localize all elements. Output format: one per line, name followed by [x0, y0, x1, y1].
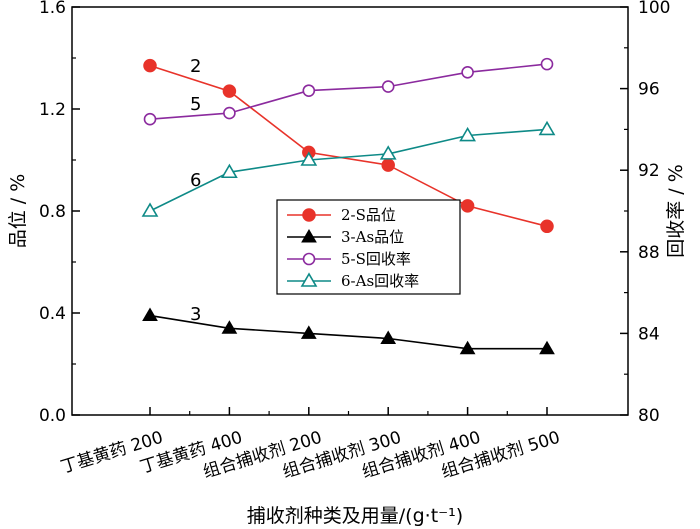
data-point-3	[221, 320, 238, 334]
series-number-label: 2	[190, 56, 201, 77]
left-tick-label: 1.2	[39, 100, 66, 120]
right-tick-label: 96	[638, 80, 660, 100]
series-number-label: 6	[190, 170, 201, 191]
legend-entry: 3-As品位	[341, 228, 404, 246]
data-point-5	[302, 84, 316, 97]
x-axis-title: 捕收剂种类及用量/(g·t⁻¹)	[247, 505, 463, 527]
legend-marker	[302, 252, 316, 266]
data-point-6	[221, 163, 238, 179]
left-axis-title: 品位 / %	[7, 174, 29, 249]
series-6	[141, 120, 556, 217]
data-point-2	[540, 219, 554, 234]
data-point-6	[379, 145, 397, 160]
series-line-5	[149, 63, 548, 120]
legend-marker	[301, 229, 317, 243]
legend-entry: 5-S回收率	[341, 250, 411, 268]
data-point-2	[222, 84, 237, 98]
left-tick-label: 0.4	[39, 304, 66, 324]
legend-entry: 6-As回收率	[341, 272, 419, 290]
data-point-2	[381, 158, 395, 172]
right-tick-label: 100	[638, 0, 670, 18]
left-tick-label: 0.8	[39, 202, 66, 222]
data-point-6	[538, 120, 556, 136]
data-point-3	[300, 325, 317, 339]
legend: 2-S品位 3-As品位 5-S回收率 6-As回收率	[276, 199, 461, 295]
legend-marker	[302, 208, 316, 222]
series-layer	[141, 57, 556, 355]
series-5	[143, 57, 554, 126]
data-point-5	[143, 112, 157, 126]
series-line-3	[149, 314, 547, 350]
data-point-5	[540, 57, 554, 71]
right-tick-label: 84	[638, 324, 660, 344]
right-tick-label: 88	[638, 243, 660, 263]
right-tick-label: 92	[638, 161, 660, 181]
data-point-3	[459, 340, 476, 355]
series-line-6	[149, 128, 548, 212]
right-axis-title: 回收率 / %	[665, 164, 687, 258]
data-point-6	[300, 151, 318, 166]
series-line-2	[149, 64, 548, 228]
data-point-5	[223, 106, 236, 120]
data-point-5	[461, 65, 474, 79]
series-number-label: 3	[190, 304, 201, 325]
series-3	[142, 307, 555, 355]
data-point-6	[141, 202, 159, 217]
data-point-2	[460, 199, 475, 213]
series-number-label: 5	[190, 94, 201, 115]
data-point-3	[142, 307, 158, 322]
labels: 2 3 5 6	[190, 56, 201, 325]
data-point-2	[143, 58, 157, 73]
data-point-5	[381, 80, 395, 93]
left-tick-label: 1.6	[39, 0, 66, 18]
left-tick-label: 0.0	[39, 406, 66, 426]
right-tick-label: 80	[638, 406, 660, 426]
data-point-6	[459, 126, 476, 142]
legend-entry: 2-S品位	[341, 206, 396, 224]
data-point-3	[539, 340, 555, 355]
data-point-3	[380, 330, 397, 344]
legend-marker	[300, 272, 318, 287]
